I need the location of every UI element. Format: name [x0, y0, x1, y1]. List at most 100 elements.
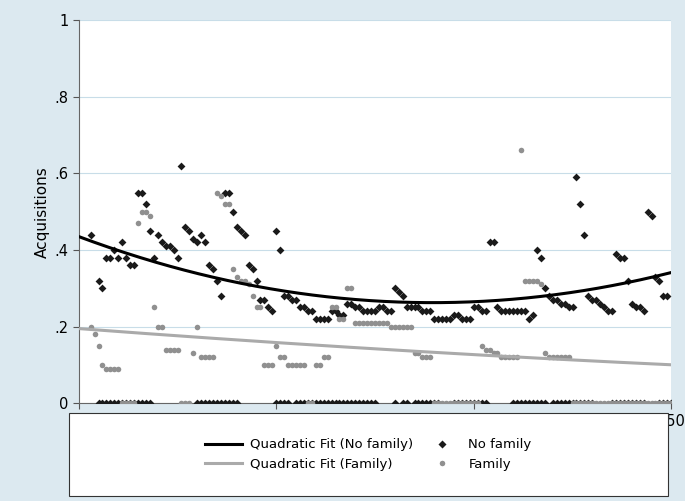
Point [456, 315, 467, 323]
Point [634, 399, 645, 407]
Point [101, 254, 112, 262]
X-axis label: AGE: AGE [359, 433, 391, 448]
Point [429, 399, 440, 407]
Point [449, 399, 460, 407]
Point [512, 399, 523, 407]
Point [429, 315, 440, 323]
Point [129, 399, 140, 407]
Point [322, 399, 333, 407]
Point [630, 399, 641, 407]
Point [469, 399, 479, 407]
Point [105, 254, 116, 262]
Point [417, 307, 428, 315]
Point [362, 399, 373, 407]
Point [116, 399, 127, 407]
Point [180, 223, 191, 231]
Point [200, 399, 211, 407]
Point [326, 304, 337, 312]
Point [125, 262, 136, 270]
Point [176, 162, 187, 170]
Point [271, 342, 282, 350]
Point [314, 361, 325, 369]
Point [417, 353, 428, 361]
Point [342, 399, 353, 407]
Point [614, 254, 625, 262]
Point [453, 311, 464, 319]
Point [109, 365, 120, 373]
Point [156, 323, 167, 331]
Point [326, 399, 337, 407]
Point [642, 208, 653, 216]
Point [583, 292, 594, 300]
Point [216, 192, 227, 200]
Point [314, 399, 325, 407]
Point [232, 273, 242, 281]
Point [472, 399, 483, 407]
Point [543, 353, 554, 361]
Point [563, 399, 574, 407]
Point [607, 307, 618, 315]
Point [634, 399, 645, 407]
Point [634, 304, 645, 312]
Point [101, 365, 112, 373]
Point [504, 307, 515, 315]
Point [132, 188, 144, 196]
Point [168, 346, 179, 354]
Point [484, 238, 495, 246]
Point [358, 319, 369, 327]
Point [176, 399, 187, 407]
Point [319, 315, 329, 323]
Point [295, 304, 306, 312]
Point [456, 399, 467, 407]
Point [575, 200, 586, 208]
Point [196, 230, 207, 238]
Point [145, 399, 155, 407]
Point [105, 399, 116, 407]
Point [559, 399, 570, 407]
Point [373, 304, 384, 312]
Point [196, 353, 207, 361]
Point [587, 399, 598, 407]
Point [389, 285, 400, 293]
Point [350, 399, 361, 407]
Point [599, 304, 610, 312]
Point [232, 399, 242, 407]
Point [421, 399, 432, 407]
Point [523, 315, 534, 323]
Point [397, 323, 408, 331]
Point [140, 200, 151, 208]
Point [370, 319, 381, 327]
Point [623, 399, 634, 407]
Point [334, 315, 345, 323]
Point [334, 311, 345, 319]
Point [212, 188, 223, 196]
Point [149, 254, 160, 262]
Point [590, 296, 601, 304]
Point [623, 277, 634, 285]
Point [279, 292, 290, 300]
Point [283, 399, 294, 407]
Point [275, 353, 286, 361]
Point [192, 399, 203, 407]
Point [160, 346, 171, 354]
Point [603, 307, 614, 315]
Point [203, 399, 214, 407]
Point [192, 238, 203, 246]
Point [330, 307, 341, 315]
Point [492, 350, 503, 358]
Point [556, 399, 566, 407]
Point [638, 399, 649, 407]
Point [397, 399, 408, 407]
Point [646, 211, 657, 219]
Point [334, 399, 345, 407]
Point [425, 353, 436, 361]
Point [342, 285, 353, 293]
Point [654, 277, 665, 285]
Point [362, 307, 373, 315]
Point [579, 230, 590, 238]
Point [310, 399, 321, 407]
Point [382, 307, 393, 315]
Point [149, 304, 160, 312]
Point [405, 323, 416, 331]
Point [358, 307, 369, 315]
